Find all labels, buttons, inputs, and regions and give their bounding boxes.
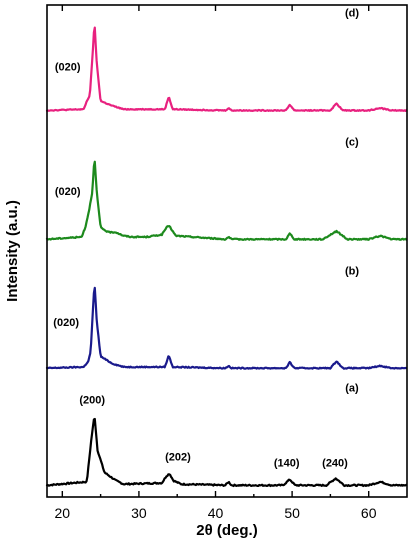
series-label: (c) [345,137,359,149]
peak-label: (240) [322,458,348,470]
series-label: (a) [345,383,359,395]
peak-label: (140) [274,458,300,470]
x-tick-label: 30 [131,505,147,521]
annotations-group: (200) (202) (140) (240) (020) (020) (020) [53,62,348,470]
series-line-d [45,26,408,112]
series-label: (d) [345,8,359,20]
peak-label: (020) [55,186,81,198]
x-axis-title: 2θ (deg.) [196,522,257,539]
series-label: (b) [345,265,359,277]
x-tick-label: 40 [208,505,224,521]
peak-label: (200) [79,394,105,406]
series-line-c [45,160,408,241]
series-line-a [45,417,408,488]
plot-frame [46,4,408,498]
x-tick-label: 20 [55,505,71,521]
x-tick-label: 50 [284,505,300,521]
series-line-b [45,286,408,370]
traces-group [45,26,408,488]
peak-label: (202) [165,452,191,464]
x-axis-ticks: 20 30 40 50 60 [55,5,377,521]
y-axis-title: Intensity (a.u.) [4,200,21,302]
peak-label: (020) [55,62,81,74]
series-labels-group: (a) (b) (c) (d) [345,8,359,395]
peak-label: (020) [53,317,79,329]
x-tick-label: 60 [361,505,377,521]
